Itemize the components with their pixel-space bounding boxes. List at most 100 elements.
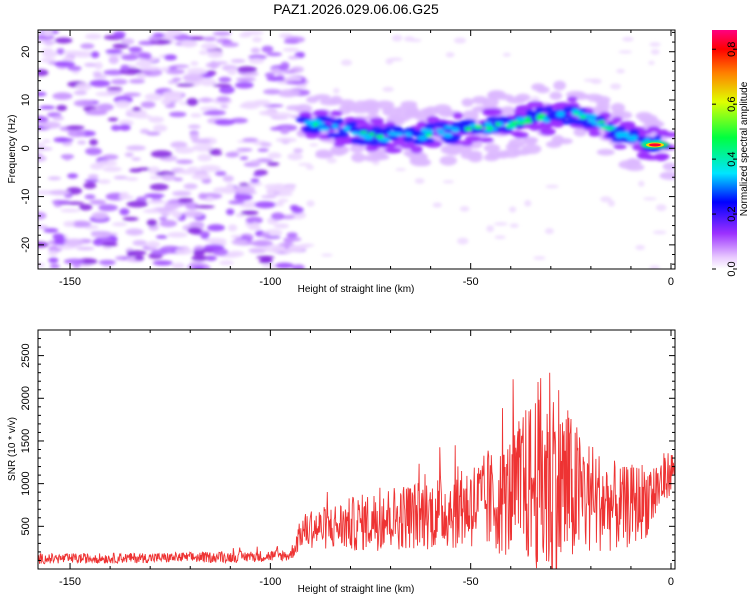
noise-blob [144, 93, 163, 101]
signal-blob [487, 90, 507, 100]
speckle-blob [493, 222, 508, 226]
noise-blob [139, 66, 161, 71]
noise-blob [147, 199, 166, 204]
noise-blob [275, 262, 294, 269]
noise-blob [247, 181, 263, 187]
noise-blob [135, 60, 152, 68]
signal-blob [659, 171, 675, 180]
signal-blob [439, 155, 458, 166]
noise-blob [146, 131, 161, 136]
spectrogram-ytick-label: 10 [20, 94, 32, 106]
noise-blob [152, 260, 173, 266]
noise-blob [171, 190, 192, 197]
noise-blob [228, 200, 245, 205]
noise-blob [266, 76, 285, 82]
noise-blob [38, 116, 49, 124]
noise-blob [42, 50, 58, 58]
noise-blob [264, 72, 275, 78]
noise-blob [80, 43, 95, 50]
noise-blob [43, 228, 59, 233]
speckle-blob [545, 184, 559, 189]
noise-blob [78, 204, 93, 211]
signal-blob [329, 110, 343, 117]
speckle-blob [432, 202, 443, 208]
signal-blob [461, 119, 476, 125]
noise-blob [39, 105, 56, 110]
noise-blob [263, 88, 282, 95]
signal-blob [515, 117, 526, 122]
noise-blob [204, 244, 225, 251]
noise-blob [42, 40, 56, 45]
noise-blob [140, 101, 156, 109]
noise-blob [132, 239, 147, 246]
noise-blob [230, 59, 246, 63]
signal-blob [369, 117, 384, 125]
noise-blob [126, 145, 146, 151]
noise-blob [287, 55, 300, 60]
signal-blob [557, 138, 573, 145]
noise-blob [164, 54, 177, 61]
noise-blob [38, 142, 46, 147]
noise-blob [185, 202, 199, 210]
signal-peak-group [640, 141, 669, 149]
speckle-blob [382, 86, 394, 92]
signal-blob [385, 125, 401, 130]
spectrogram-ytick-label: -10 [20, 189, 32, 205]
noise-blob [212, 31, 232, 36]
speckle-blob [524, 199, 532, 207]
noise-blob [98, 259, 116, 266]
noise-blob [261, 195, 277, 199]
noise-blob [148, 166, 160, 175]
noise-blob [236, 77, 256, 82]
signal-blob [392, 132, 402, 137]
signal-blob [376, 134, 384, 139]
signal-blob [472, 95, 488, 105]
speckle-blob [306, 200, 315, 207]
noise-blob [164, 201, 180, 210]
noise-blob [272, 185, 287, 192]
signal-blob [483, 143, 501, 153]
speckle-blob [340, 59, 353, 66]
noise-blob [129, 51, 141, 55]
signal-blob [512, 120, 520, 124]
speckle-blob [502, 52, 511, 57]
snr-ytick-label: 2500 [20, 343, 32, 367]
speckle-blob [509, 206, 517, 213]
noise-blob [271, 212, 285, 221]
noise-blob [192, 266, 205, 269]
signal-blob [326, 132, 343, 138]
speckle-blob [648, 60, 655, 65]
noise-blob [73, 90, 88, 96]
noise-blob [101, 241, 118, 247]
noise-blob [67, 129, 86, 138]
noise-blob [107, 117, 119, 122]
signal-blob [404, 109, 422, 119]
noise-blob [249, 159, 262, 165]
signal-blob [437, 132, 446, 136]
noise-blob [91, 231, 111, 239]
noise-blob [261, 256, 272, 261]
noise-blob [191, 173, 211, 180]
noise-blob [199, 165, 222, 172]
noise-blob [120, 38, 135, 45]
noise-blob [89, 199, 106, 205]
noise-blob [242, 137, 259, 142]
noise-blob [63, 258, 85, 265]
noise-blob [73, 99, 95, 107]
signal-blob [562, 108, 571, 114]
noise-blob [212, 83, 232, 88]
noise-blob [56, 48, 65, 55]
noise-blob [280, 61, 290, 70]
speckle-blob [414, 178, 425, 184]
noise-blob [218, 76, 232, 83]
snr-xtick-label: 0 [668, 576, 674, 588]
noise-blob [128, 46, 143, 53]
signal-blob [319, 98, 340, 106]
noise-blob [56, 104, 68, 112]
spectrogram-frame [37, 29, 676, 270]
noise-blob [49, 264, 60, 269]
speckle-blob [309, 143, 319, 147]
noise-blob [90, 51, 100, 59]
noise-blob [136, 72, 147, 80]
noise-blob [187, 166, 200, 173]
